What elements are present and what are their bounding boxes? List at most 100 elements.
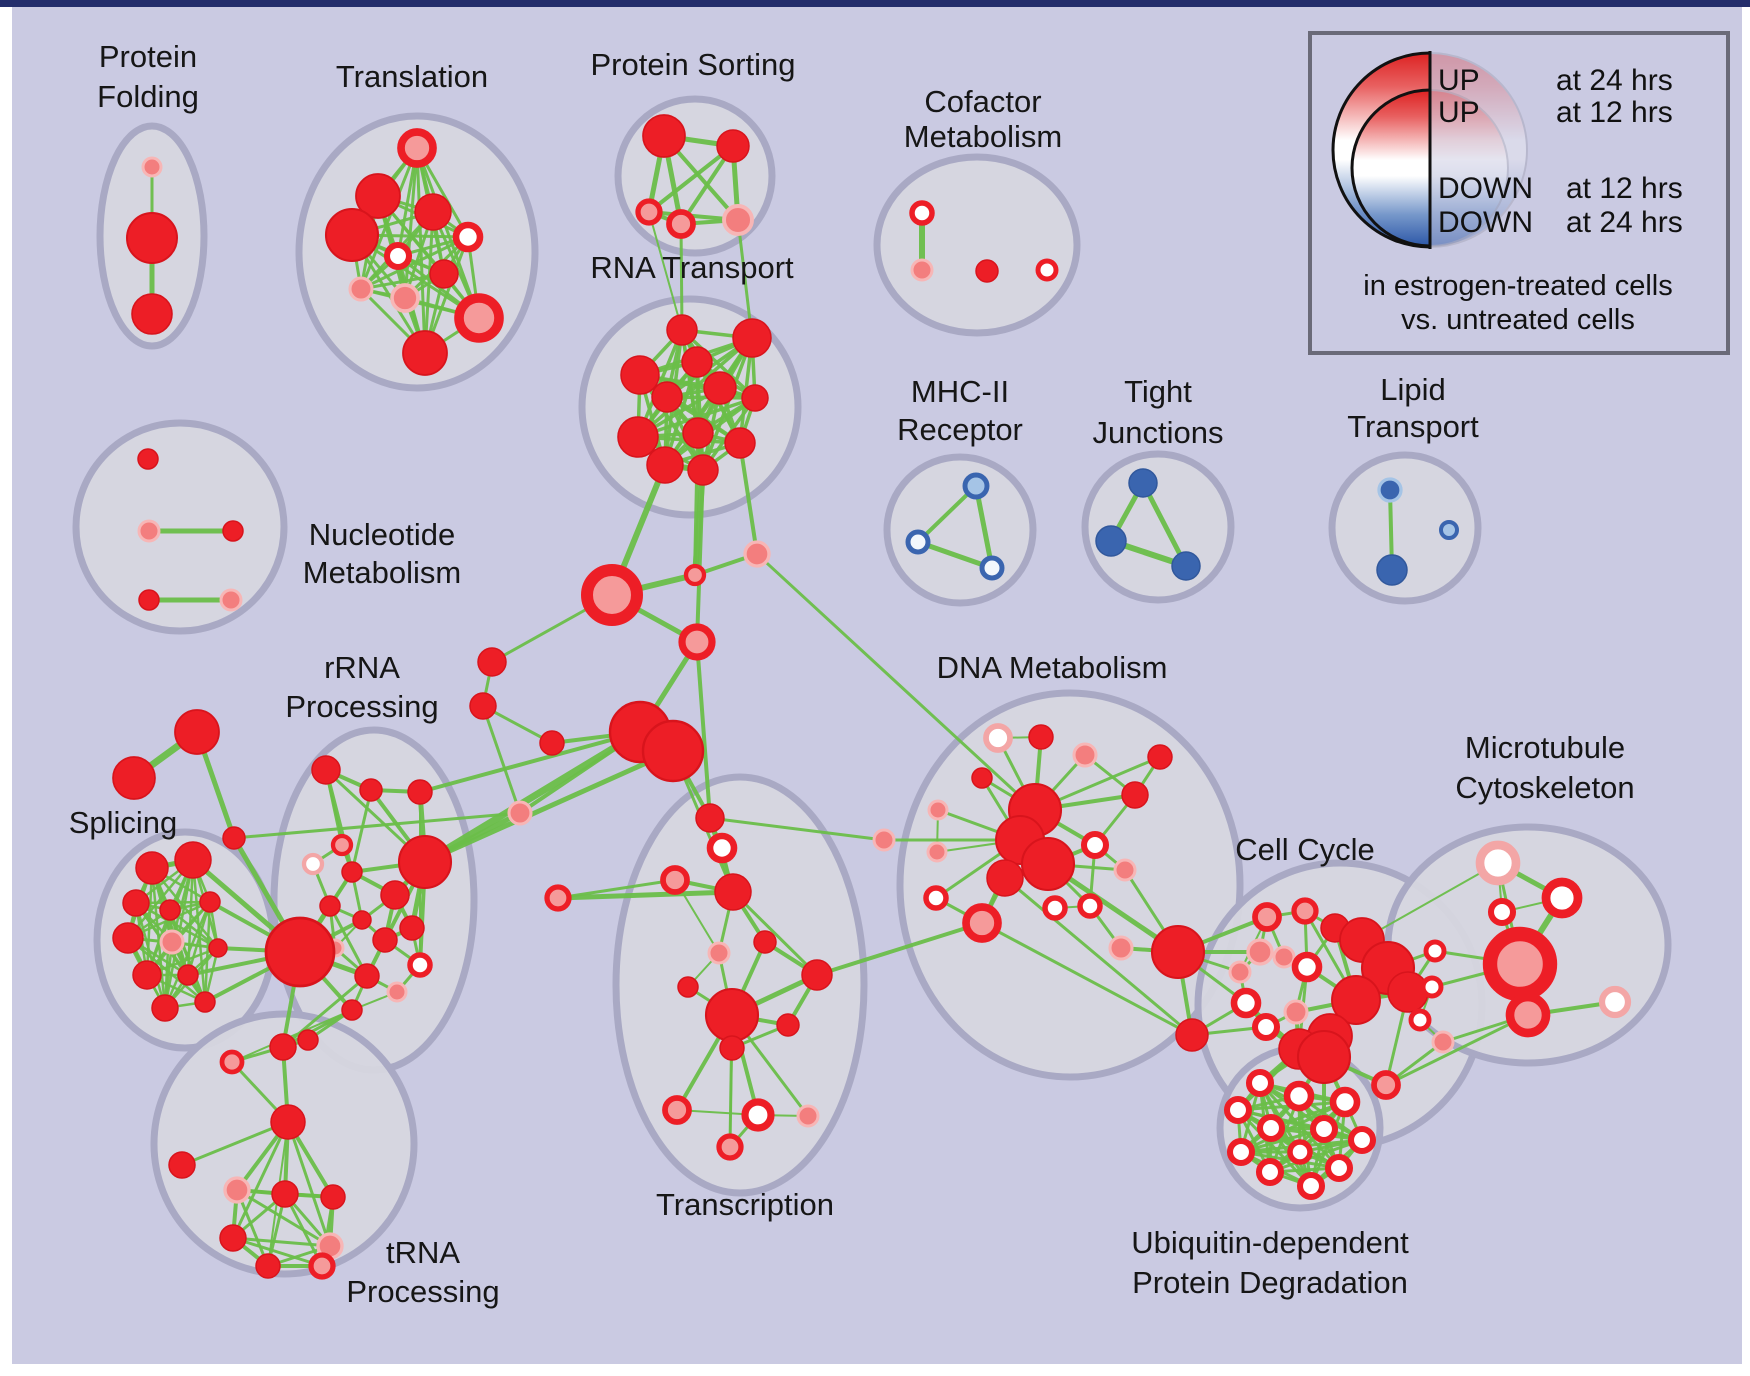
node-RP xyxy=(660,865,690,895)
edge xyxy=(648,211,683,331)
edge xyxy=(286,1120,332,1248)
node-RP xyxy=(454,293,504,343)
node-R xyxy=(297,1029,319,1051)
node-W xyxy=(1223,1095,1253,1125)
legend-up-24-time: at 24 hrs xyxy=(1556,64,1673,97)
node-R xyxy=(269,1033,297,1061)
node-P xyxy=(1072,742,1098,768)
node-W xyxy=(1035,258,1059,282)
cluster-label-line: Ubiquitin-dependent xyxy=(1131,1225,1409,1260)
node-RP xyxy=(683,563,707,587)
edge xyxy=(422,748,676,865)
edge xyxy=(555,889,736,901)
edge xyxy=(235,1188,332,1248)
cluster-label-line: Microtubule xyxy=(1465,730,1625,765)
node-P xyxy=(926,841,948,863)
node-R xyxy=(429,259,459,289)
edge xyxy=(1140,480,1189,569)
node-PW xyxy=(1475,840,1521,886)
edge xyxy=(980,921,1194,1037)
node-W xyxy=(706,832,738,864)
edge xyxy=(180,1120,290,1167)
node-R xyxy=(469,692,497,720)
node-R xyxy=(222,520,244,542)
cluster-label-micro: Microtubule Cytoskeleton xyxy=(1455,730,1634,805)
edge xyxy=(186,900,212,977)
node-R xyxy=(264,916,336,988)
node-W xyxy=(383,241,413,271)
cluster-label-rrna: rRNA Processing xyxy=(285,650,438,724)
edge xyxy=(163,900,212,1010)
node-W xyxy=(1487,897,1517,927)
node-R xyxy=(1296,1029,1352,1085)
cluster-label-trna: tRNA Processing xyxy=(346,1235,499,1309)
node-P xyxy=(796,1104,820,1128)
cluster-ellipse-cofactor xyxy=(873,153,1081,337)
node-R xyxy=(719,1035,745,1061)
edge xyxy=(738,441,759,556)
edge xyxy=(915,539,995,571)
node-RP xyxy=(962,903,1002,943)
edge xyxy=(1003,876,1194,1037)
node-PW xyxy=(1598,985,1632,1019)
node-RP xyxy=(662,1095,692,1125)
node-R xyxy=(151,994,179,1022)
node-W xyxy=(1077,893,1103,919)
legend-down-24-label: DOWN xyxy=(1438,206,1533,239)
node-R xyxy=(126,212,178,264)
node-R xyxy=(135,851,169,885)
node-P xyxy=(872,828,896,852)
node-B xyxy=(1095,525,1127,557)
edge xyxy=(1268,1138,1364,1174)
node-P xyxy=(390,283,420,313)
node-RP xyxy=(581,564,643,626)
node-W xyxy=(1245,1068,1275,1098)
node-R xyxy=(695,803,725,833)
node-B xyxy=(1128,468,1158,498)
cluster-label-nucleotide: Nucleotide Metabolism xyxy=(303,517,462,590)
node-R xyxy=(714,873,752,911)
edge xyxy=(736,218,754,340)
edge xyxy=(231,1236,324,1268)
cluster-label-line: rRNA xyxy=(324,650,400,685)
node-RP xyxy=(1291,897,1319,925)
node-R xyxy=(986,859,1024,897)
node-W xyxy=(1423,939,1447,963)
node-R xyxy=(704,987,760,1043)
edge xyxy=(695,640,712,820)
node-W xyxy=(923,885,949,911)
node-W xyxy=(1256,1113,1286,1143)
node-R xyxy=(270,1104,306,1140)
cluster-label-line: Junctions xyxy=(1093,415,1224,450)
node-R xyxy=(355,173,401,219)
node-WB xyxy=(979,555,1005,581)
node-R xyxy=(642,114,686,158)
node-RP xyxy=(1505,992,1551,1038)
node-W xyxy=(1329,1086,1361,1118)
node-B xyxy=(1376,554,1408,586)
edge xyxy=(1384,1013,1530,1087)
node-W xyxy=(1226,1137,1256,1167)
node-W xyxy=(1420,975,1444,999)
node-P xyxy=(743,540,771,568)
edge xyxy=(415,146,481,320)
node-P xyxy=(1113,858,1137,882)
node-W xyxy=(1255,1157,1285,1187)
node-R xyxy=(414,193,452,231)
legend-up-24-label: UP xyxy=(1438,64,1480,97)
cluster-label-translation: Translation xyxy=(336,59,488,94)
node-W xyxy=(1291,951,1323,983)
node-R xyxy=(168,1151,196,1179)
node-W xyxy=(1251,1012,1281,1042)
edge xyxy=(324,768,354,874)
node-R xyxy=(732,318,772,358)
node-RP xyxy=(635,198,663,226)
node-P xyxy=(1431,1030,1455,1054)
node-W xyxy=(1042,895,1068,921)
node-R xyxy=(677,976,699,998)
node-RP xyxy=(219,1049,245,1075)
node-R xyxy=(641,719,705,783)
node-R xyxy=(801,959,833,991)
node-P xyxy=(141,156,163,178)
node-RP xyxy=(330,833,354,857)
